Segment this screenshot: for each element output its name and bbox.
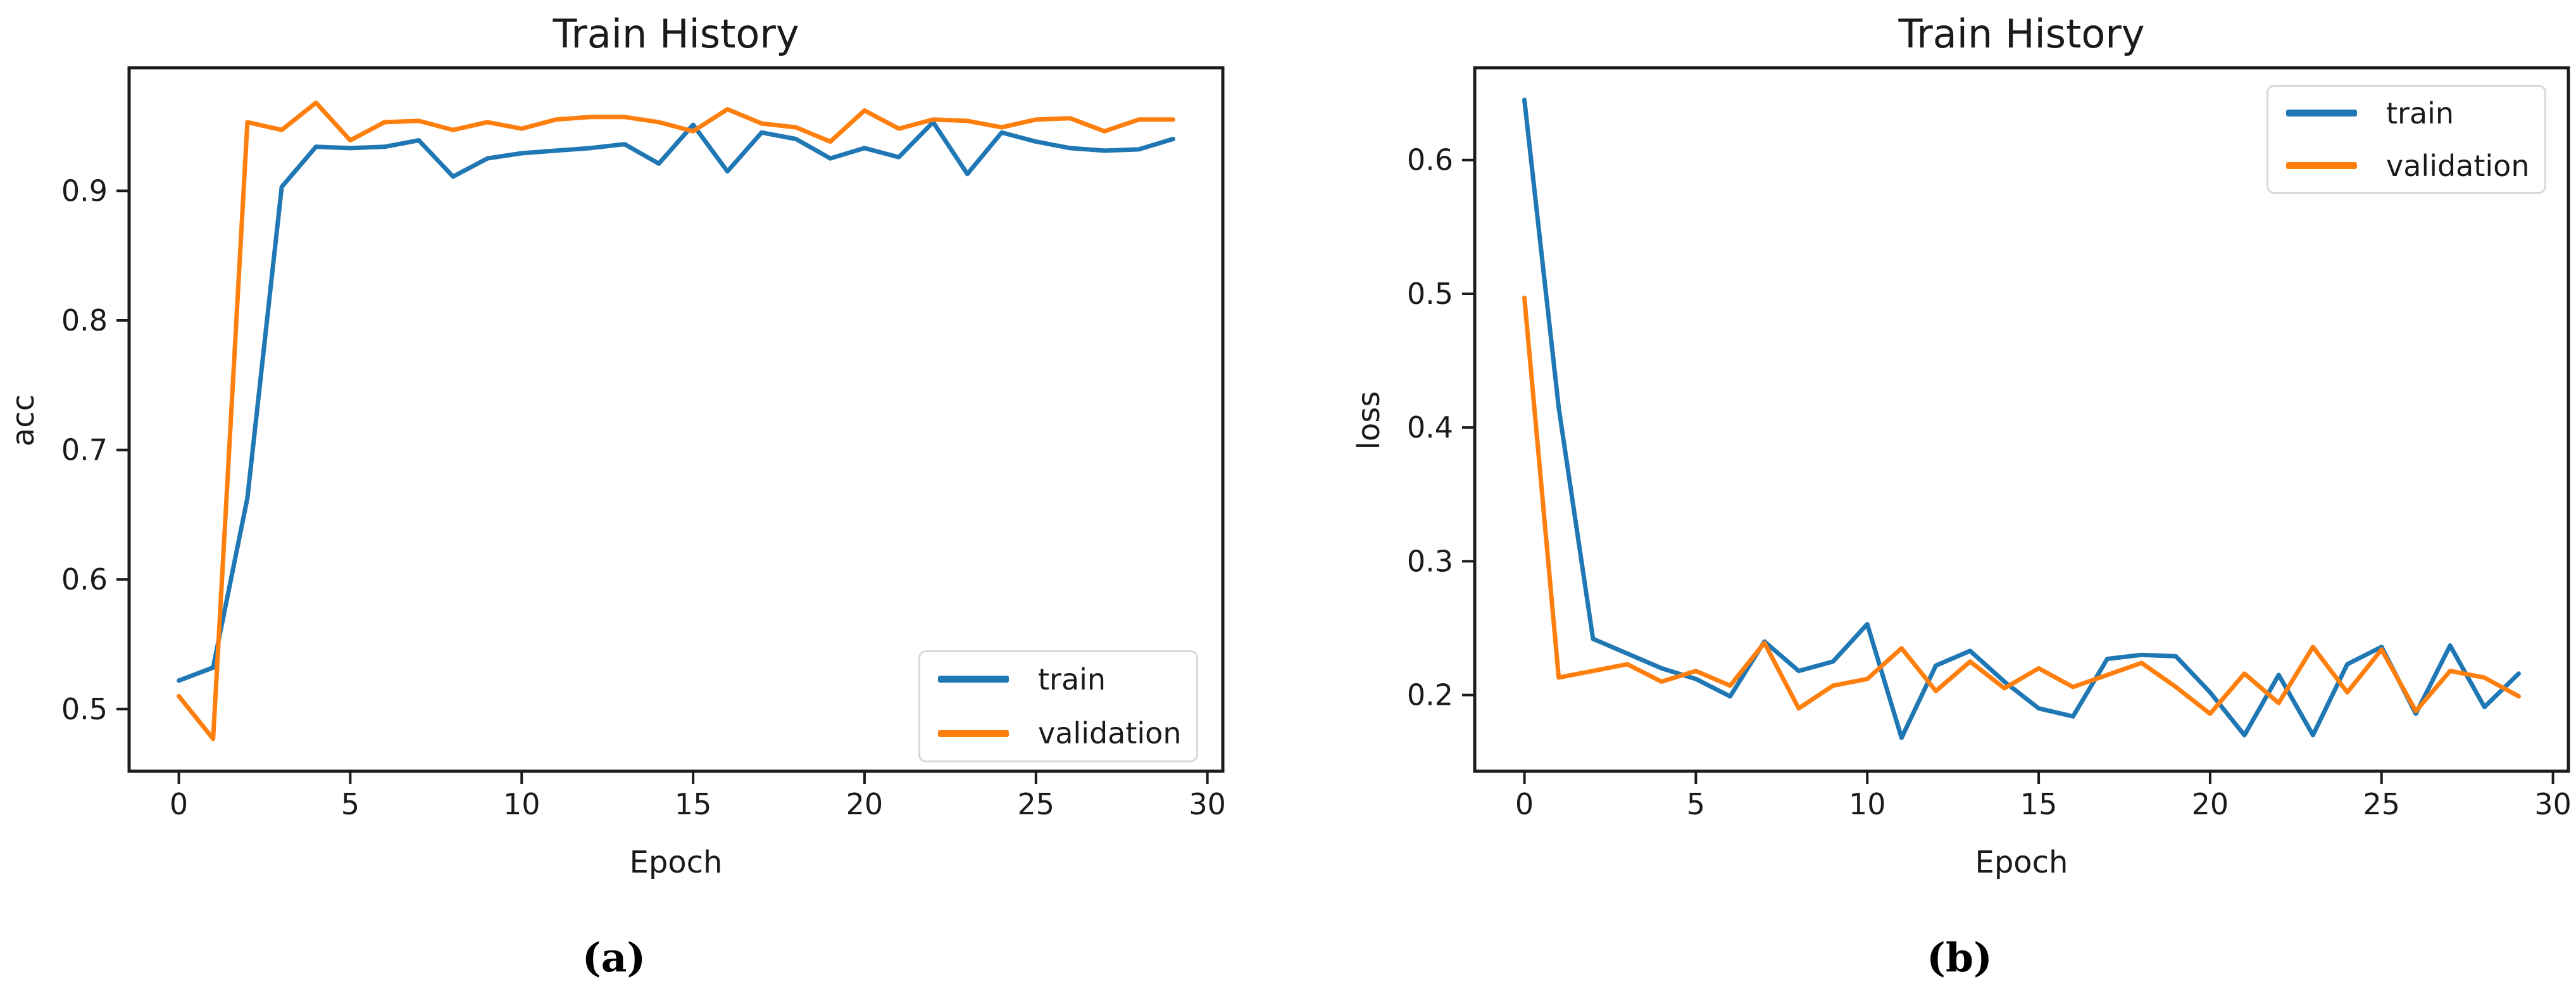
x-tick-label: 20 bbox=[846, 787, 884, 821]
figure-caption-a: (a) bbox=[582, 934, 646, 981]
y-tick-label: 0.6 bbox=[61, 562, 108, 596]
legend-item-train: train bbox=[2268, 98, 2544, 129]
legend: train validation bbox=[918, 650, 1198, 762]
x-tick-label: 25 bbox=[1018, 787, 1055, 821]
x-tick-label: 30 bbox=[1189, 787, 1226, 821]
x-axis-label: Epoch bbox=[629, 845, 723, 880]
x-tick-label: 5 bbox=[341, 787, 360, 821]
legend-item-validation: validation bbox=[920, 717, 1196, 749]
y-tick-label: 0.9 bbox=[61, 173, 108, 208]
legend-line-sample-train bbox=[938, 676, 1009, 683]
chart-title: Train History bbox=[553, 11, 799, 57]
validation-series-line bbox=[177, 100, 1175, 741]
legend-line-sample-validation bbox=[2286, 162, 2357, 169]
legend-item-train: train bbox=[920, 664, 1196, 695]
x-tick-label: 15 bbox=[2020, 787, 2058, 821]
train-series-line bbox=[1522, 98, 2521, 740]
x-tick-label: 25 bbox=[2363, 787, 2401, 821]
x-tick-label: 0 bbox=[170, 787, 188, 821]
plot-area: 0 5 10 15 20 25 30 0.2 0.3 0.4 0.5 0.6 bbox=[1407, 66, 2572, 821]
plot-area: 0 5 10 15 20 25 30 0.5 0.6 0.7 0.8 0.9 bbox=[61, 66, 1226, 821]
legend-label-train: train bbox=[2386, 96, 2454, 130]
x-tick-label: 0 bbox=[1515, 787, 1534, 821]
y-tick-label: 0.3 bbox=[1407, 544, 1453, 578]
chart-title: Train History bbox=[1898, 11, 2145, 57]
y-tick-label: 0.7 bbox=[61, 433, 108, 467]
x-tick-label: 10 bbox=[503, 787, 541, 821]
legend-line-sample-validation bbox=[938, 729, 1009, 737]
axes-frame bbox=[127, 66, 1225, 773]
legend-label-train: train bbox=[1038, 662, 1106, 697]
y-tick-label: 0.8 bbox=[61, 303, 108, 337]
x-axis-label: Epoch bbox=[1975, 845, 2068, 880]
validation-series-line bbox=[1522, 295, 2521, 716]
figure-panel-a: Train History acc 0 5 10 15 20 25 30 0.5 0.6 0.7 0… bbox=[0, 0, 1230, 1003]
y-tick-label: 0.5 bbox=[61, 692, 108, 726]
y-tick-label: 0.5 bbox=[1407, 277, 1453, 311]
x-tick-label: 20 bbox=[2192, 787, 2229, 821]
legend-item-validation: validation bbox=[2268, 150, 2544, 182]
figure-panel-b: Train History loss 0 5 10 15 20 25 30 0.2 0.3 0.4… bbox=[1346, 0, 2576, 1003]
y-tick-label: 0.4 bbox=[1407, 410, 1453, 445]
axes-frame bbox=[1473, 66, 2570, 773]
legend: train validation bbox=[2267, 85, 2546, 194]
legend-label-validation: validation bbox=[2386, 148, 2530, 183]
legend-label-validation: validation bbox=[1038, 716, 1182, 751]
x-tick-label: 5 bbox=[1687, 787, 1705, 821]
train-series-line bbox=[177, 120, 1175, 683]
y-tick-label: 0.2 bbox=[1407, 678, 1453, 712]
x-tick-label: 15 bbox=[675, 787, 712, 821]
x-tick-label: 10 bbox=[1849, 787, 1886, 821]
legend-line-sample-train bbox=[2286, 110, 2357, 117]
y-tick-label: 0.6 bbox=[1407, 143, 1453, 177]
figure-caption-b: (b) bbox=[1927, 934, 1992, 981]
x-tick-label: 30 bbox=[2534, 787, 2572, 821]
